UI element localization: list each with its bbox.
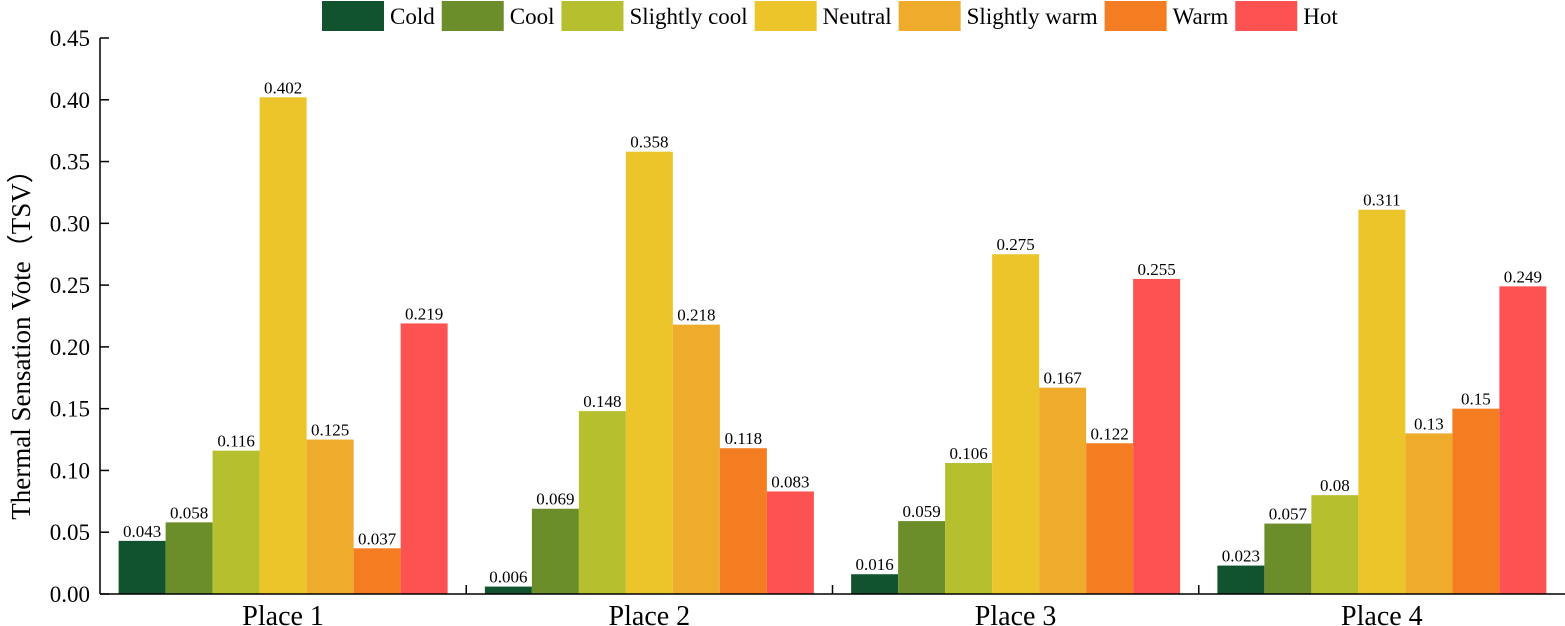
bar-neutral-place-3: [992, 254, 1040, 594]
data-label-slightly-warm-place-1: 0.125: [311, 421, 349, 440]
data-label-hot-place-2: 0.083: [771, 472, 809, 491]
bar-warm-place-4: [1452, 408, 1500, 594]
bar-cold-place-3: [851, 574, 899, 594]
data-label-slightly-warm-place-3: 0.167: [1044, 369, 1083, 388]
data-label-slightly-warm-place-4: 0.13: [1414, 414, 1444, 433]
bar-cool-place-2: [531, 508, 579, 594]
data-label-slightly-cool-place-2: 0.148: [583, 392, 621, 411]
y-tick-label: 0.45: [50, 26, 90, 51]
legend-label-cool: Cool: [510, 4, 555, 29]
legend-swatch-neutral: [754, 1, 817, 31]
bar-cold-place-2: [484, 586, 532, 594]
bar-cool-place-1: [165, 522, 213, 594]
x-category-label-place-3: Place 3: [975, 601, 1057, 626]
bar-neutral-place-1: [259, 97, 307, 594]
legend: Cold Cool Slightly cool Neutral Slightly war…: [322, 1, 1338, 31]
y-tick-label: 0.35: [50, 150, 90, 175]
y-axis: 0.00 0.05 0.10 0.15 0.20 0.25 0.30 0.35 0.40 0.45: [50, 26, 109, 607]
y-tick-label: 0.20: [50, 335, 90, 360]
data-label-slightly-cool-place-3: 0.106: [950, 444, 988, 463]
bar-warm-place-1: [353, 548, 401, 594]
data-label-slightly-cool-place-1: 0.116: [217, 432, 255, 451]
bar-neutral-place-4: [1358, 209, 1406, 594]
bar-slightly-cool-place-1: [212, 450, 260, 594]
x-axis: Place 1 Place 2 Place 3 Place 4: [100, 585, 1565, 626]
legend-swatch-cold: [322, 1, 384, 31]
legend-label-hot: Hot: [1303, 4, 1338, 29]
data-label-slightly-warm-place-2: 0.218: [677, 306, 715, 325]
data-label-hot-place-4: 0.249: [1504, 267, 1542, 286]
bar-hot-place-2: [766, 491, 814, 594]
data-label-neutral-place-2: 0.358: [630, 133, 668, 152]
bar-slightly-warm-place-1: [306, 439, 354, 594]
bar-cool-place-3: [898, 521, 946, 594]
bar-slightly-cool-place-4: [1311, 495, 1359, 594]
y-tick-label: 0.25: [50, 273, 90, 298]
bar-slightly-warm-place-3: [1039, 387, 1087, 594]
legend-swatch-slightly-cool: [561, 1, 624, 31]
data-label-cold-place-2: 0.006: [489, 568, 527, 587]
data-label-warm-place-2: 0.118: [725, 429, 763, 448]
data-label-hot-place-3: 0.255: [1138, 260, 1176, 279]
data-label-slightly-cool-place-4: 0.08: [1320, 476, 1350, 495]
data-label-cool-place-4: 0.057: [1269, 505, 1308, 524]
data-label-hot-place-1: 0.219: [405, 304, 443, 323]
bar-neutral-place-2: [625, 151, 673, 594]
data-label-cold-place-3: 0.016: [856, 555, 894, 574]
data-label-neutral-place-1: 0.402: [264, 78, 302, 97]
bar-slightly-warm-place-2: [672, 324, 720, 594]
legend-label-warm: Warm: [1173, 4, 1229, 29]
data-label-warm-place-3: 0.122: [1091, 424, 1129, 443]
legend-swatch-warm: [1104, 1, 1167, 31]
bar-slightly-cool-place-3: [945, 463, 993, 594]
data-label-neutral-place-4: 0.311: [1363, 191, 1401, 210]
bar-hot-place-4: [1499, 286, 1547, 594]
bar-slightly-warm-place-4: [1405, 433, 1453, 594]
y-tick-label: 0.15: [50, 397, 90, 422]
bar-cold-place-1: [118, 540, 166, 594]
data-label-cold-place-1: 0.043: [123, 522, 161, 541]
x-category-label-place-1: Place 1: [242, 601, 324, 626]
data-label-neutral-place-3: 0.275: [997, 235, 1035, 254]
data-label-warm-place-4: 0.15: [1461, 390, 1491, 409]
data-label-cool-place-2: 0.069: [536, 490, 574, 509]
legend-label-slightly-cool: Slightly cool: [629, 4, 747, 29]
legend-swatch-slightly-warm: [898, 1, 961, 31]
data-label-cold-place-4: 0.023: [1222, 547, 1260, 566]
data-label-warm-place-1: 0.037: [358, 529, 397, 548]
bar-cool-place-4: [1264, 523, 1312, 594]
y-tick-label: 0.05: [50, 520, 90, 545]
x-category-label-place-2: Place 2: [609, 601, 691, 626]
data-label-cool-place-3: 0.059: [903, 502, 941, 521]
bar-hot-place-3: [1133, 278, 1181, 594]
y-tick-label: 0.40: [50, 88, 90, 113]
legend-label-neutral: Neutral: [823, 4, 892, 29]
data-label-cool-place-1: 0.058: [170, 503, 208, 522]
legend-label-slightly-warm: Slightly warm: [967, 4, 1098, 29]
y-tick-label: 0.00: [50, 582, 90, 607]
legend-swatch-cool: [441, 1, 504, 31]
bar-cold-place-4: [1217, 565, 1265, 594]
y-tick-label: 0.10: [50, 458, 90, 483]
y-axis-title: Thermal Sensation Vote（TSV）: [6, 156, 36, 519]
bar-hot-place-1: [400, 323, 448, 594]
legend-label-cold: Cold: [390, 4, 435, 29]
bar-slightly-cool-place-2: [578, 411, 626, 594]
y-tick-label: 0.30: [50, 211, 90, 236]
bar-warm-place-3: [1086, 443, 1134, 594]
bars: 0.043 0.058 0.116 0.402 0.125 0.037 0.219 0.006…: [118, 78, 1547, 594]
x-category-label-place-4: Place 4: [1341, 601, 1423, 626]
bar-warm-place-2: [719, 448, 767, 594]
legend-swatch-hot: [1235, 1, 1298, 31]
